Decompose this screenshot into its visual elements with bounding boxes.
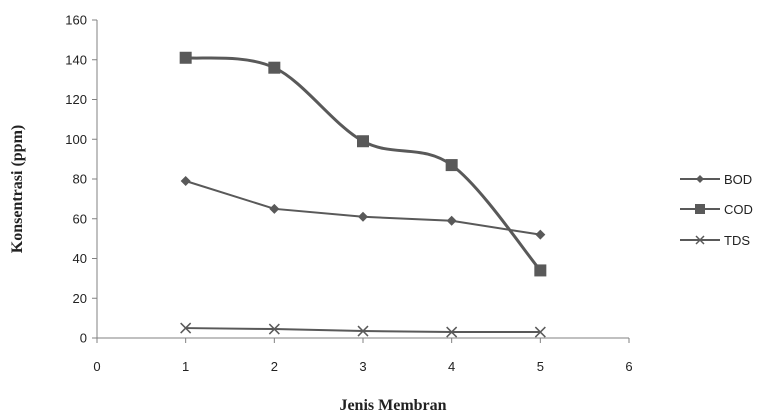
y-tick-label: 60 <box>73 211 87 226</box>
legend-label-cod: COD <box>724 202 753 217</box>
marker-diamond <box>358 211 368 222</box>
y-tick-label: 160 <box>65 13 87 28</box>
legend-label-bod: BOD <box>724 172 752 187</box>
marker-square <box>445 159 458 172</box>
legend-item-cod: COD <box>680 202 753 217</box>
y-tick-label: 120 <box>65 92 87 107</box>
marker-x <box>357 325 369 337</box>
marker-square <box>695 204 705 214</box>
y-tick-label: 0 <box>80 331 87 346</box>
marker-diamond <box>180 175 191 186</box>
x-tick-label: 6 <box>625 359 632 374</box>
marker-diamond <box>269 203 280 214</box>
marker-x <box>268 323 280 335</box>
legend-item-tds: TDS <box>680 233 750 248</box>
y-axis: 0 20 40 60 80 100 120 140 160 <box>65 13 98 346</box>
marker-square <box>357 135 369 148</box>
marker-square <box>534 264 547 277</box>
series-line-bod <box>185 180 541 236</box>
y-tick-label: 20 <box>73 291 87 306</box>
y-tick-label: 40 <box>73 251 87 266</box>
marker-x <box>534 326 546 338</box>
y-tick-label: 100 <box>65 132 87 147</box>
x-tick-label: 4 <box>448 359 455 374</box>
legend: BOD COD TDS <box>680 172 753 248</box>
marker-x <box>180 322 192 334</box>
y-tick-label: 80 <box>73 172 87 187</box>
x-tick-label: 2 <box>271 359 278 374</box>
marker-x <box>446 326 458 338</box>
series-line-cod <box>185 56 542 272</box>
marker-x-stroke <box>268 323 280 335</box>
y-axis-title: Konsentrasi (ppm) <box>9 125 26 253</box>
marker-x <box>695 235 705 245</box>
y-tick-label: 140 <box>65 52 87 67</box>
x-tick-label: 5 <box>537 359 544 374</box>
marker-square <box>268 61 281 74</box>
x-axis: 0 1 2 3 4 5 6 <box>93 337 633 374</box>
x-tick-label: 0 <box>93 359 100 374</box>
legend-item-bod: BOD <box>680 172 752 187</box>
marker-diamond <box>535 229 546 240</box>
marker-square <box>179 51 192 64</box>
marker-x-stroke <box>446 326 458 338</box>
marker-x-stroke <box>180 322 192 334</box>
marker-diamond <box>446 215 457 226</box>
marker-x-stroke <box>357 325 369 337</box>
marker-diamond <box>696 175 704 183</box>
x-axis-title: Jenis Membran <box>339 397 446 414</box>
legend-label-tds: TDS <box>724 233 750 248</box>
x-tick-label: 3 <box>359 359 366 374</box>
marker-x-stroke <box>534 326 546 338</box>
series-bod <box>180 175 546 240</box>
series-tds <box>180 322 546 338</box>
series-cod <box>179 51 547 277</box>
x-tick-label: 1 <box>182 359 189 374</box>
marker-x-stroke <box>695 235 705 245</box>
series-lines <box>179 51 547 338</box>
